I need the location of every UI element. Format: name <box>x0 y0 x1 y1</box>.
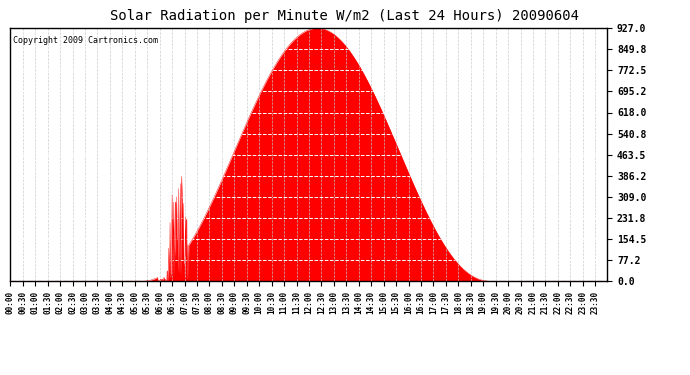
Text: Solar Radiation per Minute W/m2 (Last 24 Hours) 20090604: Solar Radiation per Minute W/m2 (Last 24… <box>110 9 580 23</box>
Text: Copyright 2009 Cartronics.com: Copyright 2009 Cartronics.com <box>13 36 158 45</box>
